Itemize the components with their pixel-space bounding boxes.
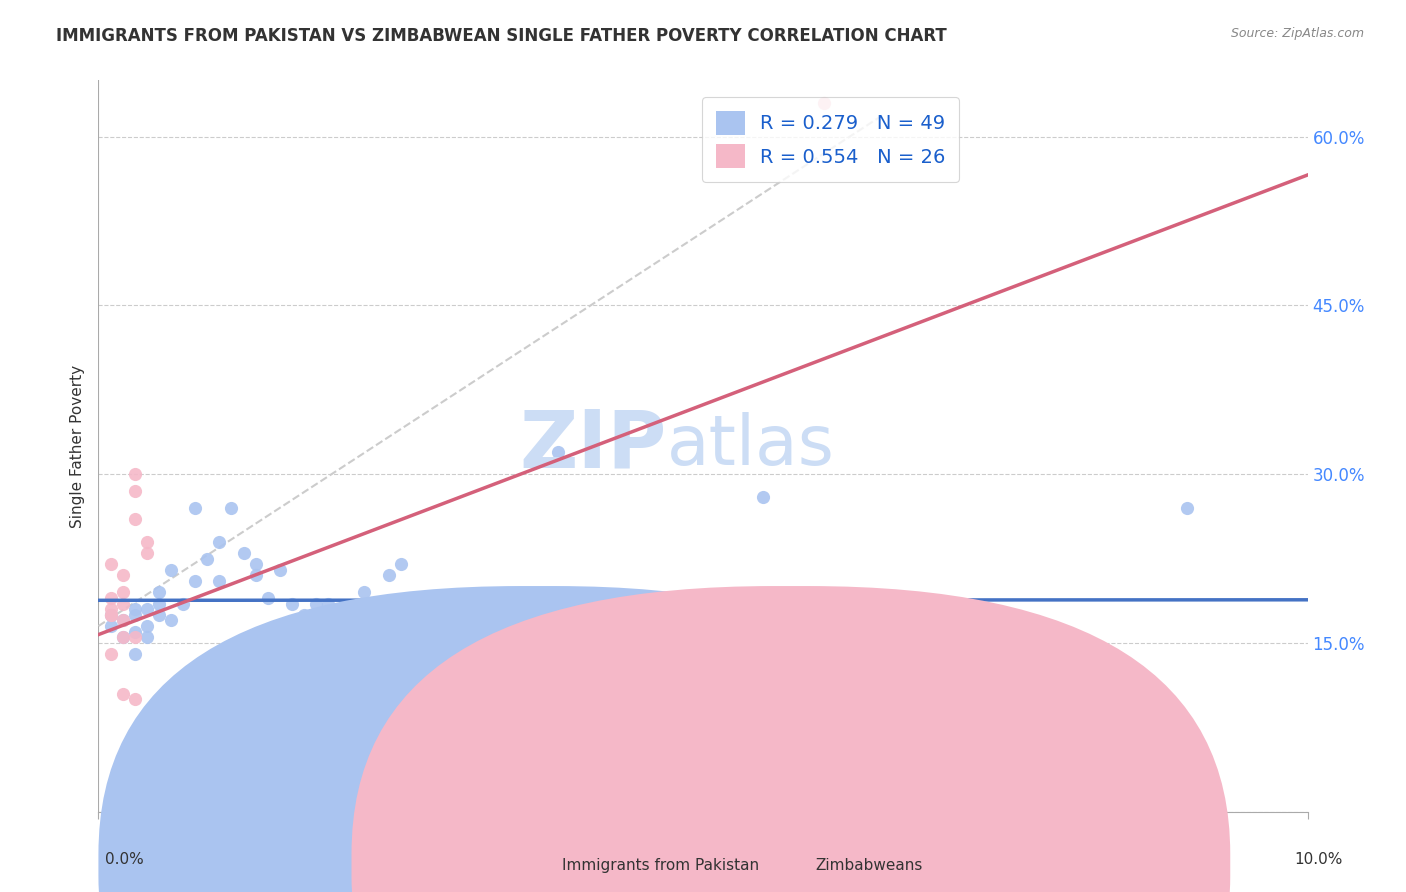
Point [389,698,412,712]
Text: 10.0%: 10.0% [1295,852,1343,867]
Point [668,653,690,667]
Point [135,534,157,549]
Point [305,597,328,611]
Point [124,692,146,706]
Point [221,500,243,515]
Point [100,647,122,661]
Point [450,630,472,644]
Point [389,557,412,571]
Point [100,607,122,622]
Point [124,647,146,661]
Point [281,597,304,611]
Y-axis label: Single Father Poverty: Single Father Poverty [69,365,84,527]
Point [111,568,134,582]
Point [100,602,122,616]
Point [716,658,738,673]
Point [245,568,267,582]
Point [100,607,122,622]
Point [111,614,134,628]
Point [172,597,194,611]
Point [160,563,183,577]
Point [148,692,170,706]
Point [100,591,122,605]
Point [135,546,157,560]
Point [547,444,569,458]
Point [426,692,449,706]
Point [426,647,449,661]
Point [292,607,315,622]
Point [184,574,207,588]
Point [160,614,183,628]
Point [873,681,896,695]
Point [413,630,436,644]
Point [124,602,146,616]
Point [124,624,146,639]
Point [148,607,170,622]
Point [111,630,134,644]
Point [208,574,231,588]
Point [135,630,157,644]
Point [256,591,278,605]
Point [450,675,472,690]
Point [111,597,134,611]
Point [148,692,170,706]
Text: 0.0%: 0.0% [105,852,145,867]
Text: atlas: atlas [666,412,835,480]
Point [124,607,146,622]
Point [316,597,339,611]
Point [124,467,146,482]
Text: ZIP: ZIP [519,407,666,485]
Point [111,585,134,599]
Point [148,597,170,611]
Point [100,619,122,633]
Text: Source: ZipAtlas.com: Source: ZipAtlas.com [1230,27,1364,40]
Point [208,534,231,549]
Point [329,641,352,656]
Point [148,585,170,599]
Text: Zimbabweans: Zimbabweans [815,858,922,872]
Point [269,563,291,577]
Point [1175,500,1198,515]
Point [135,602,157,616]
Point [195,551,218,566]
Point [752,490,775,504]
Point [353,585,375,599]
Point [111,687,134,701]
Point [474,641,496,656]
Point [232,546,254,560]
Point [124,630,146,644]
Text: IMMIGRANTS FROM PAKISTAN VS ZIMBABWEAN SINGLE FATHER POVERTY CORRELATION CHART: IMMIGRANTS FROM PAKISTAN VS ZIMBABWEAN S… [56,27,948,45]
Point [124,512,146,526]
Point [124,483,146,498]
Text: Immigrants from Pakistan: Immigrants from Pakistan [562,858,759,872]
Point [148,698,170,712]
Point [111,614,134,628]
Legend: R = 0.279   N = 49, R = 0.554   N = 26: R = 0.279 N = 49, R = 0.554 N = 26 [702,97,959,182]
Point [135,619,157,633]
Point [184,500,207,515]
Point [571,636,593,650]
Point [510,636,533,650]
Point [813,95,835,110]
Point [245,557,267,571]
Point [100,607,122,622]
Point [994,641,1017,656]
Point [377,568,399,582]
Point [111,630,134,644]
Point [100,557,122,571]
